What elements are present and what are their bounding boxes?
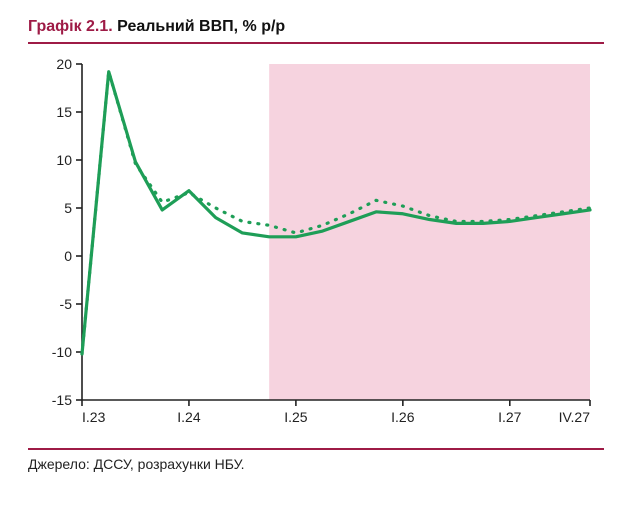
- y-tick-label: 15: [56, 104, 72, 120]
- x-tick-label: I.23: [82, 409, 106, 425]
- x-tick-label: I.24: [177, 409, 201, 425]
- x-tick-label: I.26: [391, 409, 415, 425]
- footer-rule: [28, 448, 604, 450]
- x-tick-label: I.25: [284, 409, 308, 425]
- y-tick-label: 10: [56, 152, 72, 168]
- x-tick-label: IV.27: [559, 409, 591, 425]
- y-tick-label: 5: [64, 200, 72, 216]
- x-tick-label: I.27: [498, 409, 522, 425]
- page: Графік 2.1. Реальний ВВП, % р/р -15 -10 -5…: [0, 0, 632, 521]
- source-label: Джерело: ДССУ, розрахунки НБУ.: [28, 456, 604, 472]
- y-tick-label: 0: [64, 248, 72, 264]
- title-prefix: Графік 2.1.: [28, 18, 113, 35]
- y-tick-label: -5: [60, 296, 73, 312]
- title-rule: [28, 42, 604, 44]
- chart-title: Графік 2.1. Реальний ВВП, % р/р: [28, 18, 604, 36]
- y-tick-label: 20: [56, 56, 72, 72]
- chart-area: -15 -10 -5 0 5 10 15 20 I.23 I.24 I.25 I.26 I.27 IV.2…: [28, 54, 604, 434]
- y-tick-label: -10: [52, 344, 72, 360]
- y-tick-label: -15: [52, 392, 72, 408]
- chart-svg: -15 -10 -5 0 5 10 15 20 I.23 I.24 I.25 I.26 I.27 IV.2…: [28, 54, 604, 434]
- title-rest: Реальний ВВП, % р/р: [113, 18, 285, 35]
